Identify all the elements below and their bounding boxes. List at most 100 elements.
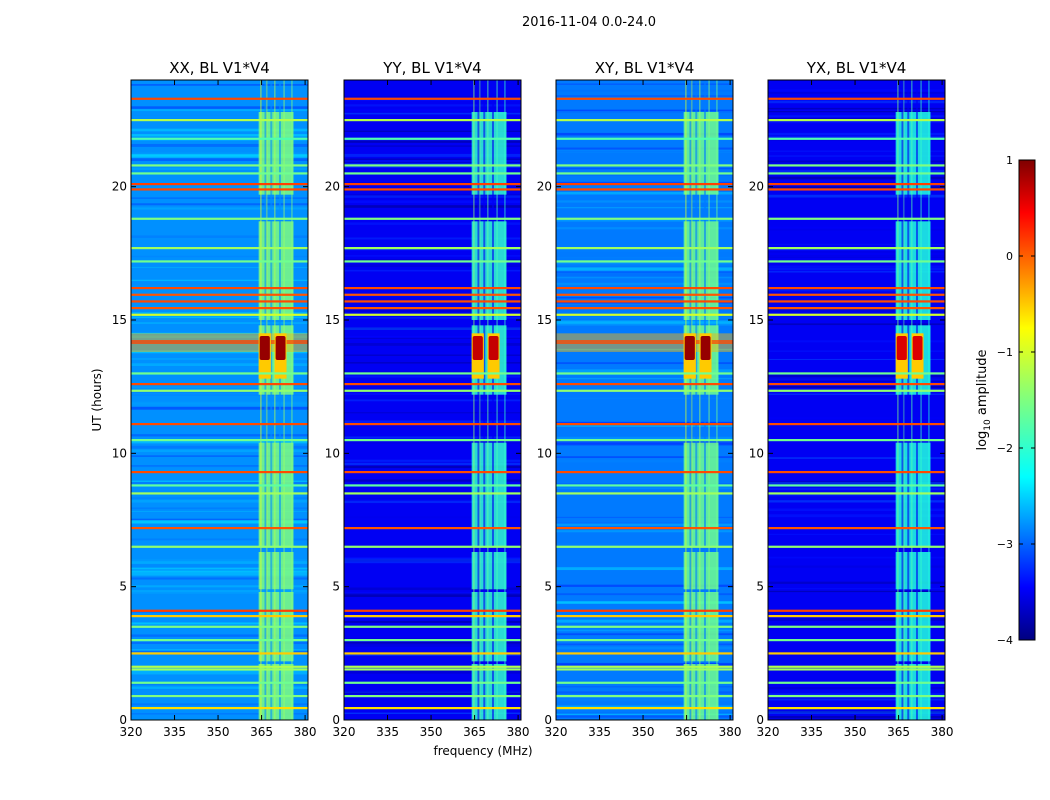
rfi-channel-streak — [487, 80, 489, 720]
rfi-line — [556, 300, 733, 303]
noise-strip — [768, 350, 945, 352]
y-tick-label: 15 — [112, 313, 127, 327]
rfi-channel-streak — [928, 80, 930, 720]
rfi-line — [344, 183, 521, 186]
rfi-band-segment — [258, 442, 294, 547]
noise-strip — [768, 270, 945, 272]
rfi-line — [768, 97, 945, 100]
rfi-line — [556, 471, 733, 474]
noise-strip — [768, 393, 945, 395]
noise-strip — [131, 152, 308, 155]
rfi-line — [344, 681, 521, 684]
rfi-line — [556, 172, 733, 175]
y-tick-label: 15 — [537, 313, 552, 327]
noise-strip — [556, 181, 733, 185]
noise-strip — [344, 653, 521, 656]
rfi-band-gap — [278, 80, 281, 720]
noise-strip — [344, 163, 521, 165]
rfi-band-gap — [703, 80, 706, 720]
rfi-line — [556, 545, 733, 548]
noise-strip — [556, 543, 733, 546]
noise-strip — [556, 413, 733, 415]
burst-core — [472, 336, 483, 360]
y-tick-label: 20 — [537, 180, 552, 194]
panel-title: XY, BL V1*V4 — [595, 59, 695, 77]
rfi-line — [768, 545, 945, 548]
rfi-line — [768, 665, 945, 668]
noise-strip — [768, 480, 945, 482]
burst-core — [684, 336, 695, 360]
noise-strip — [768, 89, 945, 92]
rfi-band-gap — [491, 80, 494, 720]
noise-strip — [768, 182, 945, 184]
noise-strip — [344, 393, 521, 395]
y-axis-label: UT (hours) — [90, 368, 104, 431]
noise-strip — [344, 399, 521, 402]
noise-strip — [131, 480, 308, 482]
rfi-line — [131, 307, 308, 310]
rfi-line — [344, 439, 521, 442]
rfi-line — [768, 639, 945, 642]
noise-strip — [556, 150, 733, 153]
rfi-line — [344, 668, 521, 671]
noise-strip — [344, 592, 521, 595]
rfi-line — [131, 625, 308, 628]
rfi-line — [344, 492, 521, 495]
noise-strip — [556, 698, 733, 702]
rfi-band-gap — [695, 80, 698, 720]
x-tick-label: 320 — [120, 725, 143, 739]
figure-suptitle: 2016-11-04 0.0-24.0 — [522, 15, 656, 30]
noise-strip — [344, 222, 521, 225]
panel-1: XX, BL V1*V4 320 335 350 365 380 0 5 10 15 20 UT (h… — [90, 59, 317, 739]
noise-strip — [768, 620, 945, 623]
noise-strip — [131, 143, 308, 147]
rfi-line — [556, 164, 733, 167]
noise-strip — [131, 671, 308, 675]
noise-strip — [131, 564, 308, 568]
noise-strip — [131, 403, 308, 406]
noise-strip — [556, 662, 733, 665]
rfi-line — [768, 668, 945, 671]
rfi-line — [344, 217, 521, 220]
rfi-line — [556, 260, 733, 263]
noise-strip — [768, 711, 945, 714]
rfi-line — [556, 625, 733, 628]
noise-strip — [768, 614, 945, 616]
noise-strip — [131, 569, 308, 572]
noise-strip — [131, 255, 308, 258]
burst-core — [896, 336, 907, 360]
noise-strip — [131, 315, 308, 319]
noise-strip — [768, 380, 945, 382]
noise-strip — [131, 83, 308, 86]
y-tick-label: 0 — [756, 713, 764, 727]
rfi-line — [344, 119, 521, 122]
rfi-line — [768, 300, 945, 303]
rfi-line — [768, 383, 945, 386]
colorbar-tick-label: −4 — [997, 634, 1013, 647]
noise-strip — [344, 317, 521, 319]
burst-core — [488, 336, 499, 360]
rfi-band-gap — [907, 80, 910, 720]
panel-frame — [130, 79, 309, 721]
noise-strip — [344, 474, 521, 476]
noise-strip — [131, 518, 308, 520]
rfi-line — [131, 313, 308, 316]
noise-strip — [131, 406, 308, 410]
noise-strip — [344, 465, 521, 469]
noise-strip — [131, 106, 308, 109]
noise-strip — [556, 191, 733, 195]
rfi-line — [768, 471, 945, 474]
noise-strip — [131, 109, 308, 112]
noise-strip — [556, 712, 733, 714]
rfi-line — [344, 188, 521, 191]
noise-strip — [131, 703, 308, 706]
noise-strip — [344, 516, 521, 519]
noise-strip — [131, 335, 308, 339]
y-tick-label: 15 — [325, 313, 340, 327]
noise-strip — [556, 132, 733, 136]
rfi-channel-streak — [690, 80, 693, 720]
rfi-line — [131, 383, 308, 386]
rfi-line — [556, 287, 733, 290]
noise-strip — [344, 442, 521, 444]
